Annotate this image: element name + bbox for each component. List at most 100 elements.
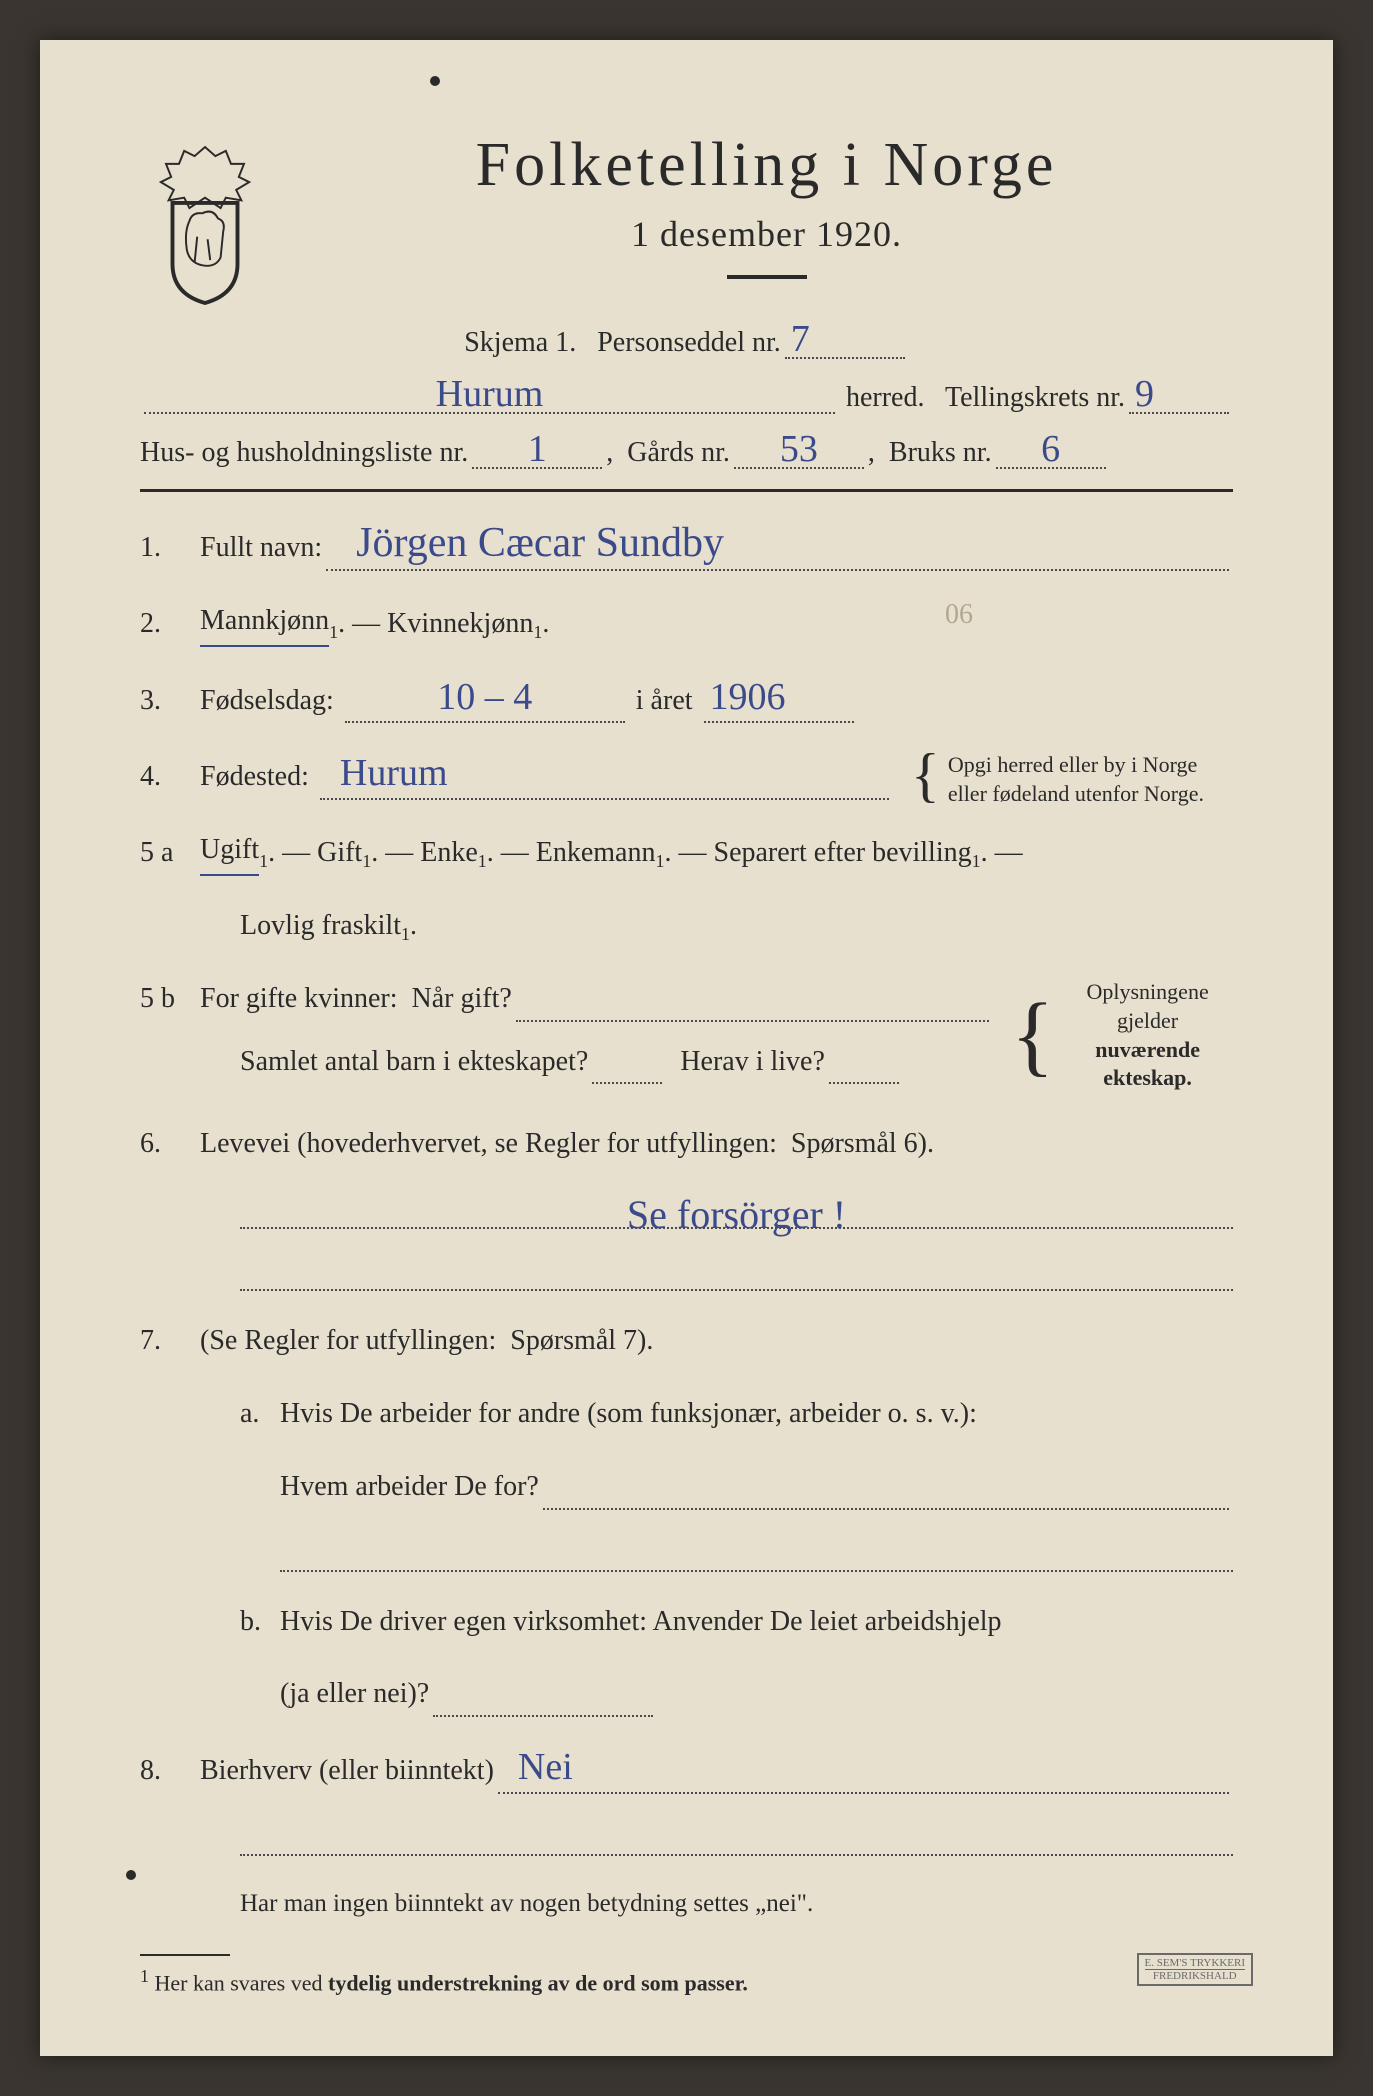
q6-row: 6. Levevei (hovederhvervet, se Regler fo… [140, 1122, 1233, 1167]
q7-num: 7. [140, 1319, 200, 1364]
brace-icon: { [1003, 1000, 1062, 1072]
brace-icon: { [903, 751, 948, 808]
q7b-row2: (ja eller nei)? [140, 1672, 1233, 1717]
q5a-line2: Lovlig fraskilt [240, 904, 401, 949]
husliste-label: Hus- og husholdningsliste nr. [140, 437, 468, 469]
q7b2-text: (ja eller nei)? [280, 1672, 429, 1717]
meta-husliste: Hus- og husholdningsliste nr. 1 , Gårds … [140, 430, 1233, 469]
q2-num: 2. [140, 602, 200, 647]
stray-mark [126, 1870, 136, 1880]
q6-label: Levevei (hovederhvervet, se Regler for u… [200, 1122, 934, 1167]
husliste-nr: 1 [528, 428, 547, 470]
skjema-label: Skjema 1. Personseddel nr. [464, 327, 781, 359]
meta-skjema: Skjema 1. Personseddel nr. 7 [140, 320, 1233, 359]
title-block: Folketelling i Norge 1 desember 1920. [300, 130, 1233, 309]
q3-num: 3. [140, 679, 200, 724]
q3-day: 10 – 4 [437, 676, 532, 718]
gards-nr: 53 [780, 428, 818, 470]
footnote-sup: 1 [140, 1966, 149, 1986]
q7a-row2: Hvem arbeider De for? [140, 1465, 1233, 1510]
q4-label: Fødested: [200, 755, 316, 800]
bruks-label: , Bruks nr. [868, 437, 992, 469]
q7a-row1: a. Hvis De arbeider for andre (som funks… [140, 1392, 1233, 1437]
tellingskrets-nr: 9 [1135, 373, 1154, 415]
q5b-row: 5 b For gifte kvinner: Når gift? Samlet … [140, 977, 1233, 1095]
q7b-text: Hvis De driver egen virksomhet: Anvender… [280, 1600, 1002, 1645]
gards-label: , Gårds nr. [606, 437, 730, 469]
q8-blank [240, 1822, 1233, 1856]
coat-of-arms-icon [140, 140, 270, 310]
q8-num: 8. [140, 1749, 200, 1794]
q5b-l2a: Samlet antal barn i ekteskapet? [240, 1040, 588, 1085]
q7a2-text: Hvem arbeider De for? [280, 1465, 539, 1510]
footnote-rule [140, 1954, 230, 1956]
q5a-row: 5 a Ugift1 . — Gift1 . — Enke1 . — Enkem… [140, 828, 1233, 876]
q7a-letter: a. [240, 1392, 280, 1437]
q2-opt1: Mannkjønn [200, 599, 329, 647]
q6-value: Se forsörger ! [627, 1192, 846, 1237]
meta-herred: Hurum herred. Tellingskrets nr. 9 [140, 375, 1233, 414]
header: Folketelling i Norge 1 desember 1920. [140, 130, 1233, 310]
q5b-note2-a: gjelder [1117, 1008, 1178, 1033]
q4-num: 4. [140, 755, 200, 800]
q5b-l2b: Herav i live? [666, 1040, 825, 1085]
q5a-t4: . — Enkemann [487, 831, 656, 876]
herred-name: Hurum [436, 373, 544, 415]
q8-note-row: Har man ingen biinntekt av nogen betydni… [140, 1884, 1233, 1924]
q5a-t5: . — Separert efter bevilling [665, 831, 972, 876]
q6-num: 6. [140, 1122, 200, 1167]
q5a-t3: . — Enke [371, 831, 478, 876]
q8-row: 8. Bierhverv (eller biinntekt) Nei [140, 1745, 1233, 1794]
personseddel-nr: 7 [791, 318, 810, 360]
q5a-row2: Lovlig fraskilt1. [140, 904, 1233, 949]
q5b-note3: ekteskap. [1103, 1065, 1192, 1090]
q3-mid: i året [629, 679, 700, 724]
q8-note: Har man ingen biinntekt av nogen betydni… [240, 1884, 813, 1924]
q7a-text: Hvis De arbeider for andre (som funksjon… [280, 1392, 977, 1437]
q8-value: Nei [518, 1746, 573, 1788]
q6-blank2 [240, 1257, 1233, 1291]
q5a-ugift: Ugift [200, 828, 259, 876]
q7-label: (Se Regler for utfyllingen: Spørsmål 7). [200, 1319, 653, 1364]
printer-l2: FREDRIKSHALD [1145, 1969, 1246, 1982]
q5b-blank1 [516, 1018, 989, 1022]
q2-dash: . — Kvinnekjønn [338, 602, 533, 647]
q7-row: 7. (Se Regler for utfyllingen: Spørsmål … [140, 1319, 1233, 1364]
q5a-num: 5 a [140, 831, 200, 876]
pencil-note: 06 [945, 593, 973, 638]
q5a-t6: . — [981, 831, 1023, 876]
q5a-t2: . — Gift [268, 831, 362, 876]
q5b-blank2 [592, 1080, 662, 1084]
q7a-blank2 [280, 1538, 1233, 1572]
q4-row: 4. Fødested: Hurum { Opgi herred eller b… [140, 751, 1233, 828]
q8-label: Bierhverv (eller biinntekt) [200, 1749, 494, 1794]
q2-row: 2. Mannkjønn1 . — Kvinnekjønn1. 06 [140, 599, 1233, 647]
census-form-page: Folketelling i Norge 1 desember 1920. Sk… [40, 40, 1333, 2056]
printer-l1: E. SEM'S TRYKKERI [1145, 1957, 1246, 1969]
q5b-note1: Oplysningene [1062, 978, 1233, 1007]
stray-mark [430, 76, 440, 86]
q7b-blank [433, 1713, 653, 1717]
q5b-note2-b: nuværende [1095, 1037, 1200, 1062]
main-title: Folketelling i Norge [300, 130, 1233, 201]
q5b-blank3 [829, 1080, 899, 1084]
q3-label: Fødselsdag: [200, 679, 341, 724]
footnote: 1 Her kan svares ved tydelig understrekn… [140, 1954, 1233, 1996]
q4-note1: Opgi herred eller by i Norge [948, 751, 1204, 780]
q3-row: 3. Fødselsdag: 10 – 4 i året 1906 [140, 675, 1233, 724]
q7b-row1: b. Hvis De driver egen virksomhet: Anven… [140, 1600, 1233, 1645]
q6-value-line: Se forsörger ! [240, 1195, 1233, 1229]
q1-num: 1. [140, 526, 200, 571]
q1-label: Fullt navn: [200, 526, 322, 571]
q5b-num: 5 b [140, 977, 200, 1022]
q1-value: Jörgen Cæcar Sundby [356, 520, 724, 566]
q4-value: Hurum [340, 752, 448, 794]
q3-year: 1906 [710, 676, 786, 718]
subtitle: 1 desember 1920. [300, 213, 1233, 255]
printer-mark: E. SEM'S TRYKKERI FREDRIKSHALD [1137, 1953, 1254, 1986]
q2-sup1: 1 [329, 618, 338, 647]
q5b-l1a: For gifte kvinner: Når gift? [200, 977, 512, 1022]
q4-note2: eller fødeland utenfor Norge. [948, 780, 1204, 809]
q7a-blank [543, 1506, 1229, 1510]
q7b-letter: b. [240, 1600, 280, 1645]
